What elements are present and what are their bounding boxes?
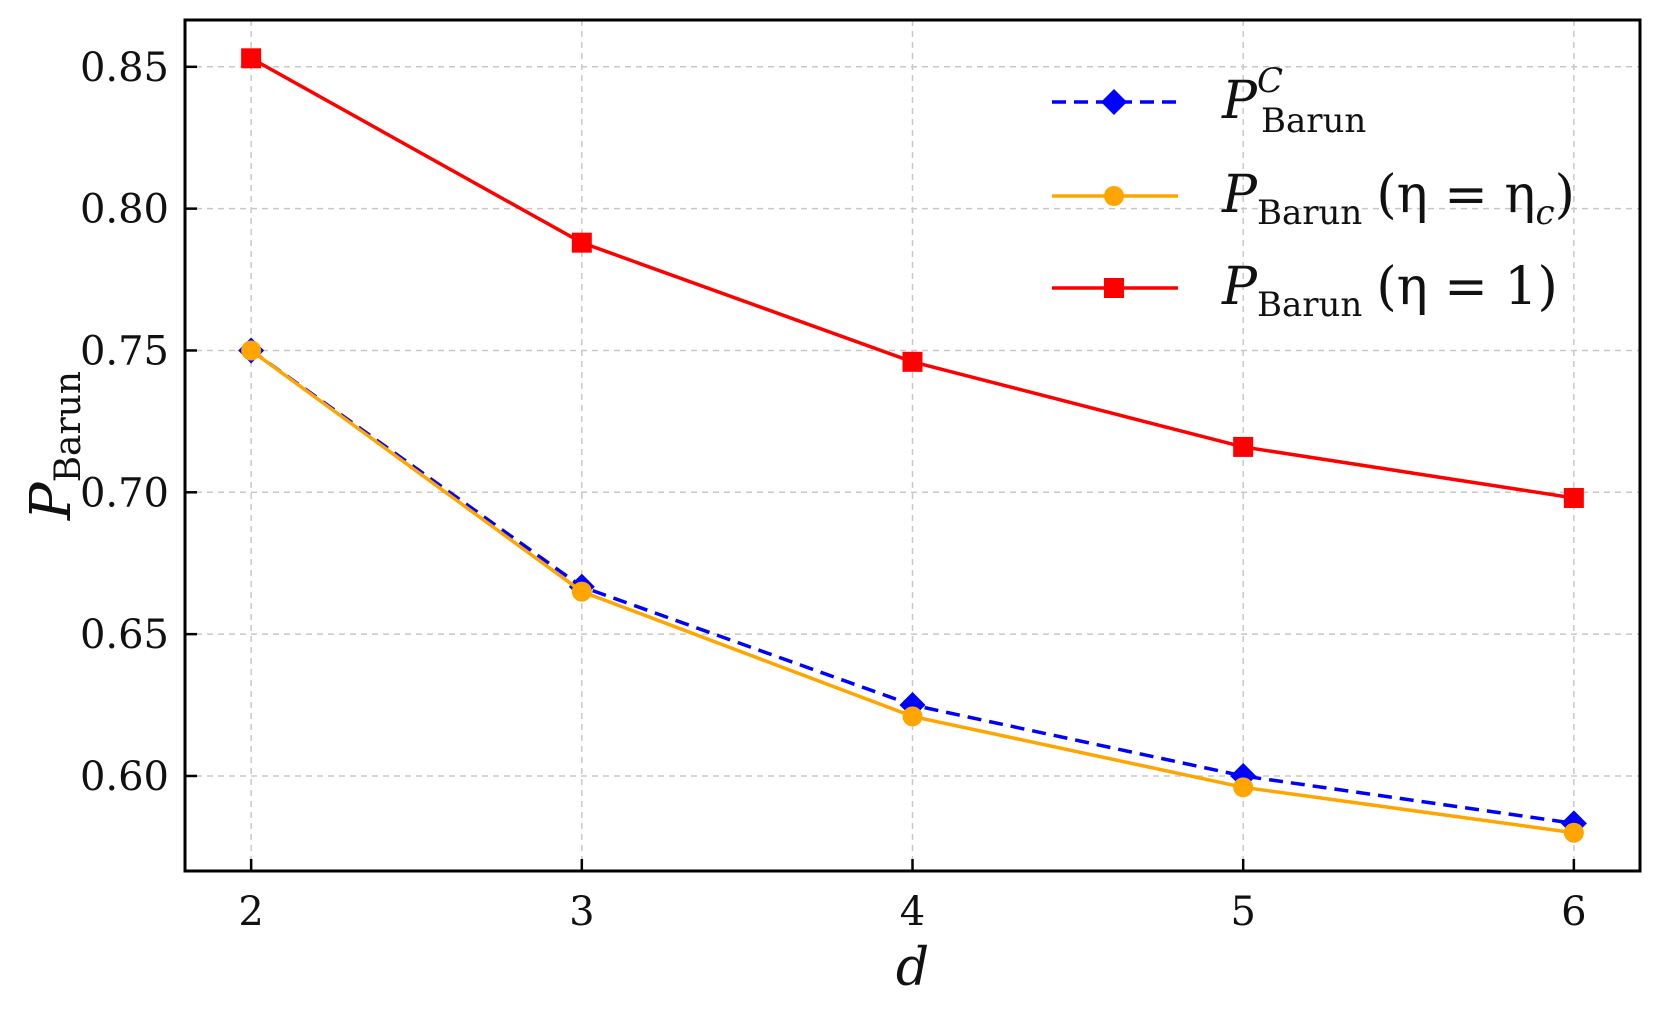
data-point xyxy=(1233,436,1254,457)
data-point xyxy=(571,232,592,253)
data-point xyxy=(902,706,923,727)
data-point xyxy=(241,340,262,361)
y-tick-label: 0.65 xyxy=(80,612,169,658)
y-tick-label: 0.70 xyxy=(80,470,169,516)
legend-entry: PBarun (η = ηc) xyxy=(1052,165,1575,233)
y-axis-label-main: P xyxy=(19,481,84,521)
legend-label: PBarun (η = 1) xyxy=(1221,257,1558,325)
y-tick-label: 0.60 xyxy=(80,754,169,800)
x-tick-label: 4 xyxy=(900,889,925,935)
data-point xyxy=(902,351,923,372)
data-point xyxy=(571,581,592,602)
series-2 xyxy=(241,340,1584,843)
x-tick-label: 5 xyxy=(1230,889,1255,935)
legend-entry: PC Barun xyxy=(1052,61,1366,141)
legend-label: PC Barun xyxy=(1221,61,1366,141)
legend-marker xyxy=(1104,186,1124,206)
y-tick-label: 0.75 xyxy=(80,328,169,374)
data-point xyxy=(1563,487,1584,508)
grid xyxy=(185,20,1640,871)
y-tick-label: 0.85 xyxy=(80,45,169,91)
legend-entry: PBarun (η = 1) xyxy=(1052,257,1558,325)
x-tick-label: 3 xyxy=(569,889,594,935)
x-tick-label: 6 xyxy=(1561,889,1586,935)
axis-ticks: 2 3 4 5 6 0.60 0.65 0.70 0.75 0.80 0.85 xyxy=(80,45,1587,935)
series-layer xyxy=(238,48,1587,843)
legend-marker xyxy=(1101,89,1127,115)
y-tick-label: 0.80 xyxy=(80,187,169,233)
x-axis-label: d xyxy=(896,938,929,998)
legend-marker xyxy=(1104,278,1124,298)
y-axis-label: PBarun xyxy=(19,371,89,521)
legend: PC Barun PBarun (η = ηc) PBarun (η = 1) xyxy=(1052,61,1575,325)
x-tick-label: 2 xyxy=(238,889,263,935)
data-point xyxy=(1233,777,1254,798)
legend-label: PBarun (η = ηc) xyxy=(1221,165,1575,233)
plot-frame xyxy=(183,18,1642,873)
svg-text:PBarun: PBarun xyxy=(19,371,89,521)
data-point xyxy=(241,48,262,69)
data-point xyxy=(1563,822,1584,843)
y-axis-label-sub: Barun xyxy=(48,371,89,483)
series-3 xyxy=(241,48,1584,508)
